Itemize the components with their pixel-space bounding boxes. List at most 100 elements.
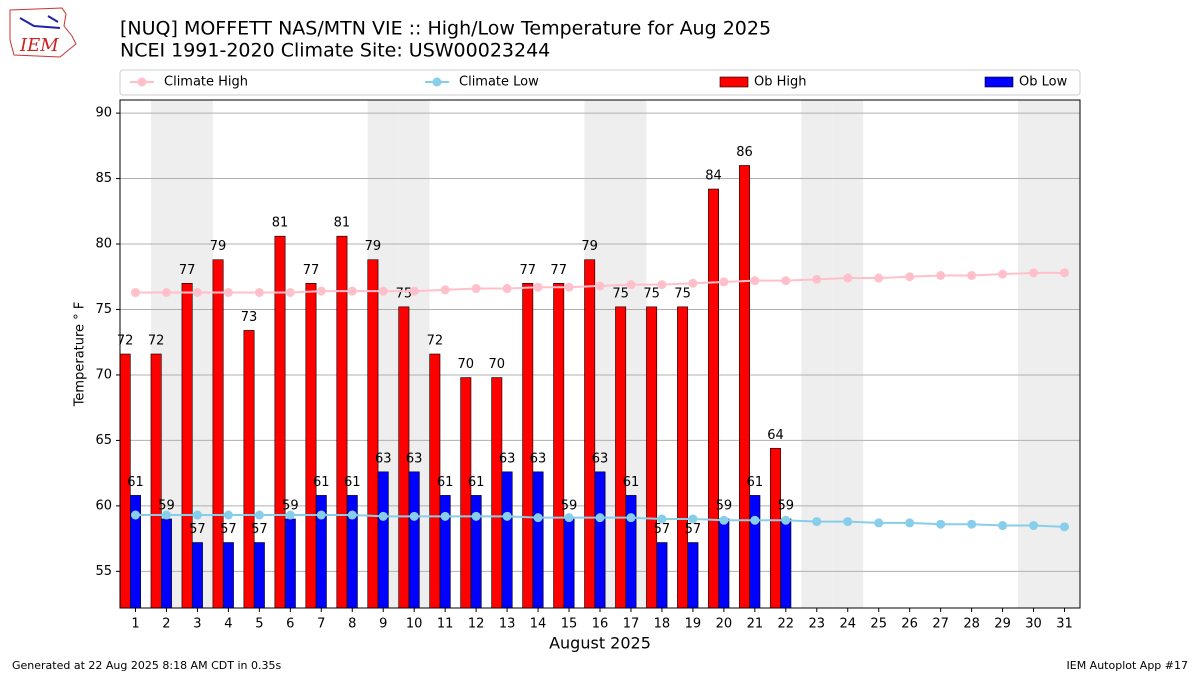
bar: [150, 353, 162, 609]
line-point: [905, 518, 915, 528]
data-label: 79: [581, 239, 598, 254]
line-point: [1029, 268, 1039, 278]
chart-subtitle: NCEI 1991-2020 Climate Site: USW00023244: [120, 40, 550, 62]
line-point: [409, 286, 419, 296]
y-axis-label: Temperature ° F: [73, 302, 88, 408]
logo-text: IEM: [19, 35, 59, 56]
bar: [501, 471, 513, 609]
bar: [212, 259, 224, 609]
x-tick-label: 9: [379, 617, 387, 632]
data-label: 61: [468, 475, 485, 490]
x-tick-label: 1: [131, 617, 139, 632]
line-point: [471, 284, 481, 294]
bar: [646, 306, 658, 609]
weekend-shade: [801, 100, 833, 608]
data-label: 81: [334, 216, 351, 231]
line-point: [378, 511, 388, 521]
bar: [615, 306, 627, 609]
line-point: [285, 510, 295, 520]
line-point: [719, 515, 729, 525]
legend-label: Climate High: [164, 75, 248, 90]
line-point: [564, 282, 574, 292]
data-label: 77: [519, 263, 536, 278]
data-label: 59: [716, 498, 733, 513]
x-tick-label: 4: [224, 617, 232, 632]
x-tick-label: 26: [901, 617, 918, 632]
data-label: 59: [282, 498, 299, 513]
bar: [460, 377, 472, 609]
bar: [780, 518, 792, 609]
data-label: 81: [272, 216, 289, 231]
x-tick-label: 25: [870, 617, 887, 632]
data-label: 61: [127, 475, 144, 490]
bar: [253, 542, 265, 609]
line-point: [967, 519, 977, 529]
logo-icon: [19, 15, 61, 29]
x-tick-label: 31: [1056, 617, 1073, 632]
line-point: [130, 287, 140, 297]
line-point: [409, 511, 419, 521]
line-point: [254, 287, 264, 297]
logo-outline: [9, 7, 77, 58]
data-label: 57: [685, 522, 702, 537]
x-tick-label: 20: [716, 617, 733, 632]
y-tick-label: 80: [95, 237, 112, 252]
x-tick-label: 27: [932, 617, 949, 632]
data-label: 57: [189, 522, 206, 537]
line-point: [626, 280, 636, 290]
legend-label: Ob Low: [1019, 75, 1068, 90]
bar: [749, 495, 761, 609]
x-tick-label: 13: [499, 617, 516, 632]
bar: [594, 471, 606, 609]
data-label: 61: [313, 475, 330, 490]
line-point: [688, 514, 698, 524]
line-point: [1029, 521, 1039, 531]
bar: [584, 259, 596, 609]
chart-title: [NUQ] MOFFETT NAS/MTN VIE :: High/Low Te…: [120, 18, 771, 40]
footer-right: IEM Autoplot App #17: [1067, 659, 1189, 672]
line-point: [285, 287, 295, 297]
line-point: [533, 282, 543, 292]
line-point: [781, 276, 791, 286]
line-point: [316, 510, 326, 520]
x-tick-label: 19: [685, 617, 702, 632]
weekend-shade: [1018, 100, 1050, 608]
line-point: [254, 510, 264, 520]
bar: [553, 282, 565, 609]
line-point: [812, 274, 822, 284]
line-point: [161, 510, 171, 520]
x-tick-label: 7: [317, 617, 325, 632]
x-tick-label: 28: [963, 617, 980, 632]
x-tick-label: 10: [406, 617, 423, 632]
line-point: [471, 511, 481, 521]
x-tick-label: 16: [592, 617, 609, 632]
data-label: 86: [736, 145, 753, 160]
line-point: [595, 513, 605, 523]
x-tick-label: 8: [348, 617, 356, 632]
x-tick-label: 22: [778, 617, 795, 632]
data-label: 63: [499, 451, 516, 466]
bar: [532, 471, 544, 609]
line-point: [626, 513, 636, 523]
bar: [718, 518, 730, 609]
bar: [222, 542, 234, 609]
x-tick-label: 17: [623, 617, 640, 632]
line-point: [130, 510, 140, 520]
line-point: [502, 511, 512, 521]
line-point: [440, 285, 450, 295]
data-label: 84: [705, 169, 722, 184]
legend-swatch: [984, 76, 1014, 88]
footer-left: Generated at 22 Aug 2025 8:18 AM CDT in …: [12, 659, 281, 672]
line-point: [223, 510, 233, 520]
line-point: [874, 273, 884, 283]
x-tick-label: 18: [654, 617, 671, 632]
logo: IEM: [9, 7, 77, 58]
x-tick-label: 30: [1025, 617, 1042, 632]
x-tick-label: 2: [162, 617, 170, 632]
y-tick-label: 70: [95, 367, 112, 382]
data-label: 57: [220, 522, 237, 537]
line-point: [192, 510, 202, 520]
bar: [491, 377, 503, 609]
line-point: [595, 281, 605, 291]
bar: [656, 542, 668, 609]
